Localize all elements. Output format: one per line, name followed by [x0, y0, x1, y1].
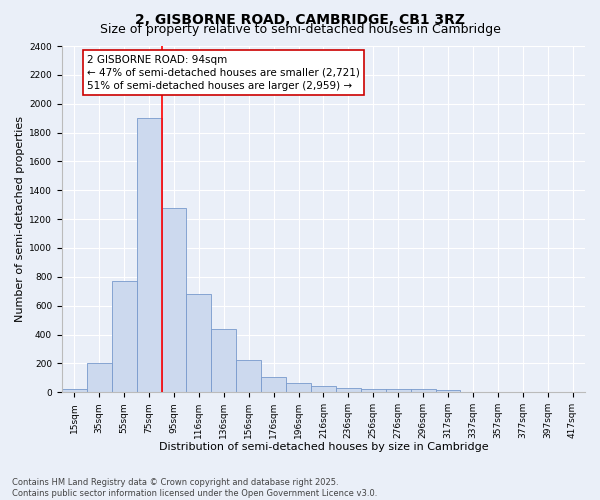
Bar	[112, 281, 137, 392]
Bar	[87, 364, 112, 392]
Text: Size of property relative to semi-detached houses in Cambridge: Size of property relative to semi-detach…	[100, 22, 500, 36]
Text: 2 GISBORNE ROAD: 94sqm
← 47% of semi-detached houses are smaller (2,721)
51% of : 2 GISBORNE ROAD: 94sqm ← 47% of semi-det…	[87, 54, 359, 91]
Bar	[386, 390, 410, 392]
Bar	[211, 330, 236, 392]
Bar	[311, 386, 336, 392]
Bar	[436, 390, 460, 392]
Bar	[286, 383, 311, 392]
Bar	[62, 388, 87, 392]
Bar	[137, 118, 161, 392]
Text: Contains HM Land Registry data © Crown copyright and database right 2025.
Contai: Contains HM Land Registry data © Crown c…	[12, 478, 377, 498]
Y-axis label: Number of semi-detached properties: Number of semi-detached properties	[15, 116, 25, 322]
Bar	[236, 360, 261, 392]
X-axis label: Distribution of semi-detached houses by size in Cambridge: Distribution of semi-detached houses by …	[158, 442, 488, 452]
Bar	[187, 294, 211, 392]
Bar	[361, 388, 386, 392]
Bar	[410, 390, 436, 392]
Text: 2, GISBORNE ROAD, CAMBRIDGE, CB1 3RZ: 2, GISBORNE ROAD, CAMBRIDGE, CB1 3RZ	[135, 12, 465, 26]
Bar	[336, 388, 361, 392]
Bar	[161, 208, 187, 392]
Bar	[261, 377, 286, 392]
